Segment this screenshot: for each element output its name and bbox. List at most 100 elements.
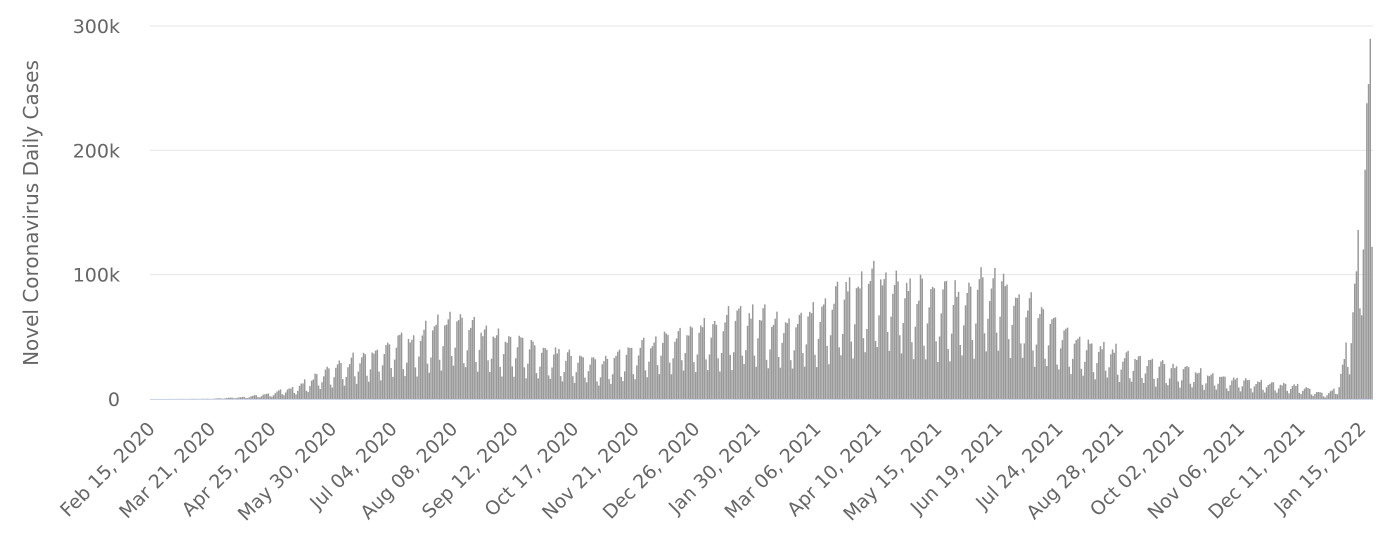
daily-case-bar bbox=[1139, 355, 1141, 399]
daily-case-bar bbox=[354, 376, 356, 399]
daily-case-bar bbox=[335, 367, 337, 399]
daily-case-bar bbox=[689, 326, 692, 399]
daily-case-bar bbox=[852, 358, 854, 399]
daily-case-bar bbox=[406, 362, 408, 399]
daily-case-bar bbox=[1310, 394, 1313, 399]
daily-case-bar bbox=[739, 305, 742, 399]
daily-case-bar bbox=[1160, 361, 1162, 399]
daily-case-bar bbox=[1080, 368, 1083, 399]
daily-case-bar bbox=[620, 376, 622, 399]
daily-case-bar bbox=[402, 369, 405, 399]
daily-case-bar bbox=[1262, 389, 1264, 399]
daily-case-bar bbox=[994, 267, 996, 399]
daily-case-bar bbox=[431, 330, 434, 399]
daily-case-bar bbox=[1006, 284, 1008, 399]
daily-case-bar bbox=[606, 358, 609, 399]
daily-case-bar bbox=[381, 365, 384, 399]
daily-case-bar bbox=[675, 338, 678, 399]
daily-case-bar bbox=[835, 286, 837, 399]
daily-case-bar bbox=[1229, 385, 1231, 399]
daily-case-bar bbox=[217, 398, 219, 399]
daily-case-bar bbox=[1163, 364, 1166, 399]
daily-case-bar bbox=[604, 355, 607, 399]
daily-case-bar bbox=[1014, 297, 1017, 399]
daily-case-bar bbox=[399, 334, 401, 399]
daily-case-bar bbox=[1066, 327, 1069, 399]
daily-case-bar bbox=[348, 364, 351, 399]
daily-case-bar bbox=[1224, 376, 1226, 399]
daily-case-bar bbox=[715, 324, 718, 399]
daily-case-bar bbox=[563, 372, 565, 399]
daily-case-bar bbox=[506, 342, 508, 399]
daily-case-bar bbox=[1201, 384, 1204, 399]
daily-case-bar bbox=[658, 374, 661, 399]
daily-case-bar bbox=[298, 385, 301, 399]
daily-case-bar bbox=[1366, 103, 1368, 399]
daily-case-bar bbox=[1357, 229, 1359, 399]
daily-case-bar bbox=[271, 396, 273, 399]
daily-case-bar bbox=[1103, 341, 1105, 399]
daily-case-bar bbox=[1113, 352, 1116, 399]
daily-case-bar bbox=[537, 378, 539, 399]
daily-case-bar bbox=[1025, 317, 1027, 399]
daily-case-bar bbox=[1054, 317, 1057, 399]
daily-case-bar bbox=[966, 292, 968, 399]
daily-case-bar bbox=[1037, 318, 1039, 399]
daily-case-bar bbox=[594, 359, 597, 399]
daily-case-bar bbox=[648, 361, 650, 399]
daily-case-bar bbox=[1167, 385, 1169, 399]
daily-case-bar bbox=[322, 376, 325, 399]
daily-case-bar bbox=[316, 374, 318, 399]
daily-case-bar bbox=[445, 324, 448, 399]
daily-case-bar bbox=[1149, 360, 1152, 399]
daily-case-bar bbox=[975, 323, 977, 399]
daily-case-bar bbox=[1244, 378, 1247, 399]
daily-case-bar bbox=[580, 356, 583, 399]
daily-case-bar bbox=[625, 354, 628, 399]
daily-case-bar bbox=[883, 279, 885, 399]
daily-case-bar bbox=[1123, 358, 1126, 399]
daily-case-bar bbox=[957, 291, 960, 399]
y-tick-label: 0 bbox=[108, 389, 120, 411]
daily-case-bar bbox=[618, 349, 621, 399]
daily-case-bar bbox=[1353, 283, 1356, 399]
daily-case-bar bbox=[1134, 359, 1136, 399]
daily-case-bar bbox=[776, 311, 778, 399]
daily-case-bar bbox=[1258, 382, 1261, 399]
daily-case-bar bbox=[257, 397, 259, 399]
daily-case-bar bbox=[864, 352, 866, 399]
y-tick-label: 300k bbox=[73, 16, 120, 38]
daily-case-bar bbox=[847, 291, 849, 399]
daily-case-bar bbox=[874, 341, 877, 399]
daily-case-bar bbox=[1120, 369, 1122, 399]
daily-case-bar bbox=[727, 306, 730, 399]
daily-case-bar bbox=[1238, 387, 1240, 399]
daily-case-bar bbox=[549, 378, 552, 399]
daily-case-bar bbox=[866, 328, 868, 399]
daily-case-bar bbox=[738, 308, 740, 399]
daily-case-bar bbox=[790, 360, 792, 399]
daily-case-bar bbox=[444, 325, 446, 399]
daily-case-bar bbox=[246, 398, 249, 399]
daily-case-bar bbox=[1111, 349, 1114, 399]
daily-case-bar bbox=[912, 359, 915, 399]
daily-case-bar bbox=[660, 355, 662, 399]
daily-case-bar bbox=[1196, 373, 1199, 399]
daily-case-bar bbox=[857, 286, 859, 399]
daily-case-bar bbox=[641, 340, 643, 399]
daily-case-bar bbox=[1110, 354, 1112, 399]
daily-case-bar bbox=[264, 394, 266, 399]
daily-case-bar bbox=[881, 285, 884, 399]
daily-case-bar bbox=[295, 394, 297, 399]
daily-case-bar bbox=[579, 355, 581, 399]
daily-case-bar bbox=[1352, 312, 1354, 399]
daily-case-bar bbox=[447, 319, 450, 399]
daily-case-bar bbox=[950, 333, 953, 399]
daily-case-bar bbox=[1091, 343, 1093, 399]
daily-case-bar bbox=[418, 356, 420, 399]
daily-case-bar bbox=[589, 364, 591, 399]
daily-case-bar bbox=[215, 398, 218, 399]
daily-case-bar bbox=[534, 345, 536, 399]
daily-case-bar bbox=[1070, 374, 1072, 399]
daily-case-bar bbox=[746, 325, 749, 399]
